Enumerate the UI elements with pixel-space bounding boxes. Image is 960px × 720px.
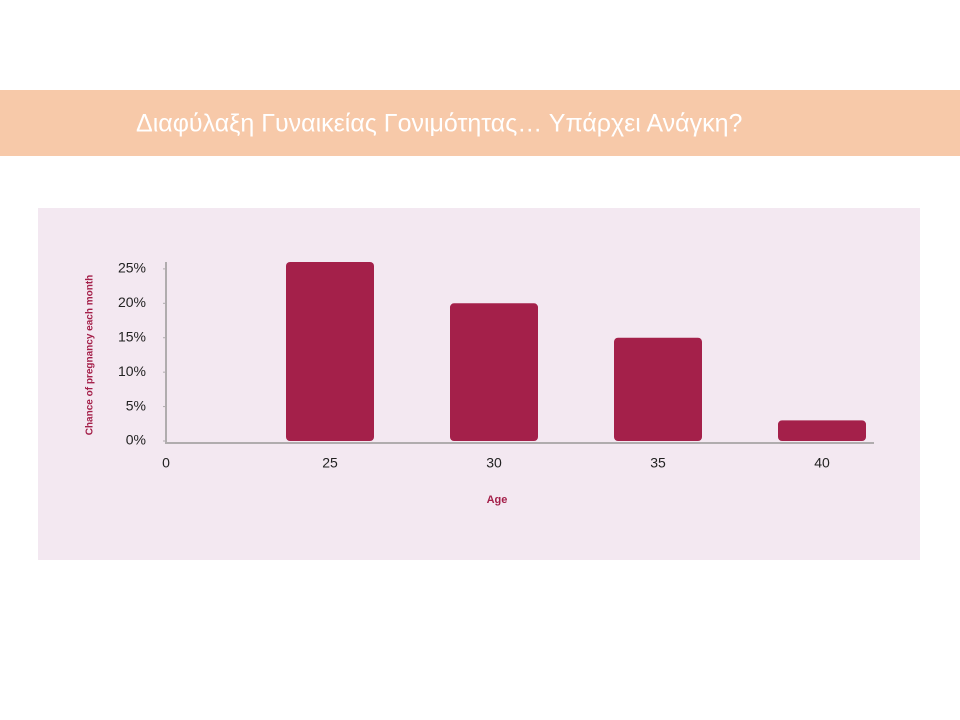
y-tick-label: 5% [126,397,146,413]
y-tick-label: 0% [126,432,146,448]
x-tick-label: 35 [650,455,666,471]
x-axis-label: Age [487,494,508,506]
bar [614,337,702,441]
x-tick-label: 25 [322,455,338,471]
y-tick-label: 15% [118,328,146,344]
y-tick-label: 20% [118,294,146,310]
bar [286,262,374,441]
y-axis-label: Chance of pregnancy each month [85,275,96,436]
y-tick-label: 10% [118,363,146,379]
bar [778,420,866,441]
y-tick-label: 25% [118,260,146,276]
title-band [0,90,960,156]
x-tick-label: 30 [486,455,502,471]
slide-title: Διαφύλαξη Γυναικείας Γονιμότητας… Υπάρχε… [136,110,742,138]
x-tick-label: 40 [814,455,830,471]
x-tick-label: 0 [162,455,170,471]
bar [450,303,538,441]
